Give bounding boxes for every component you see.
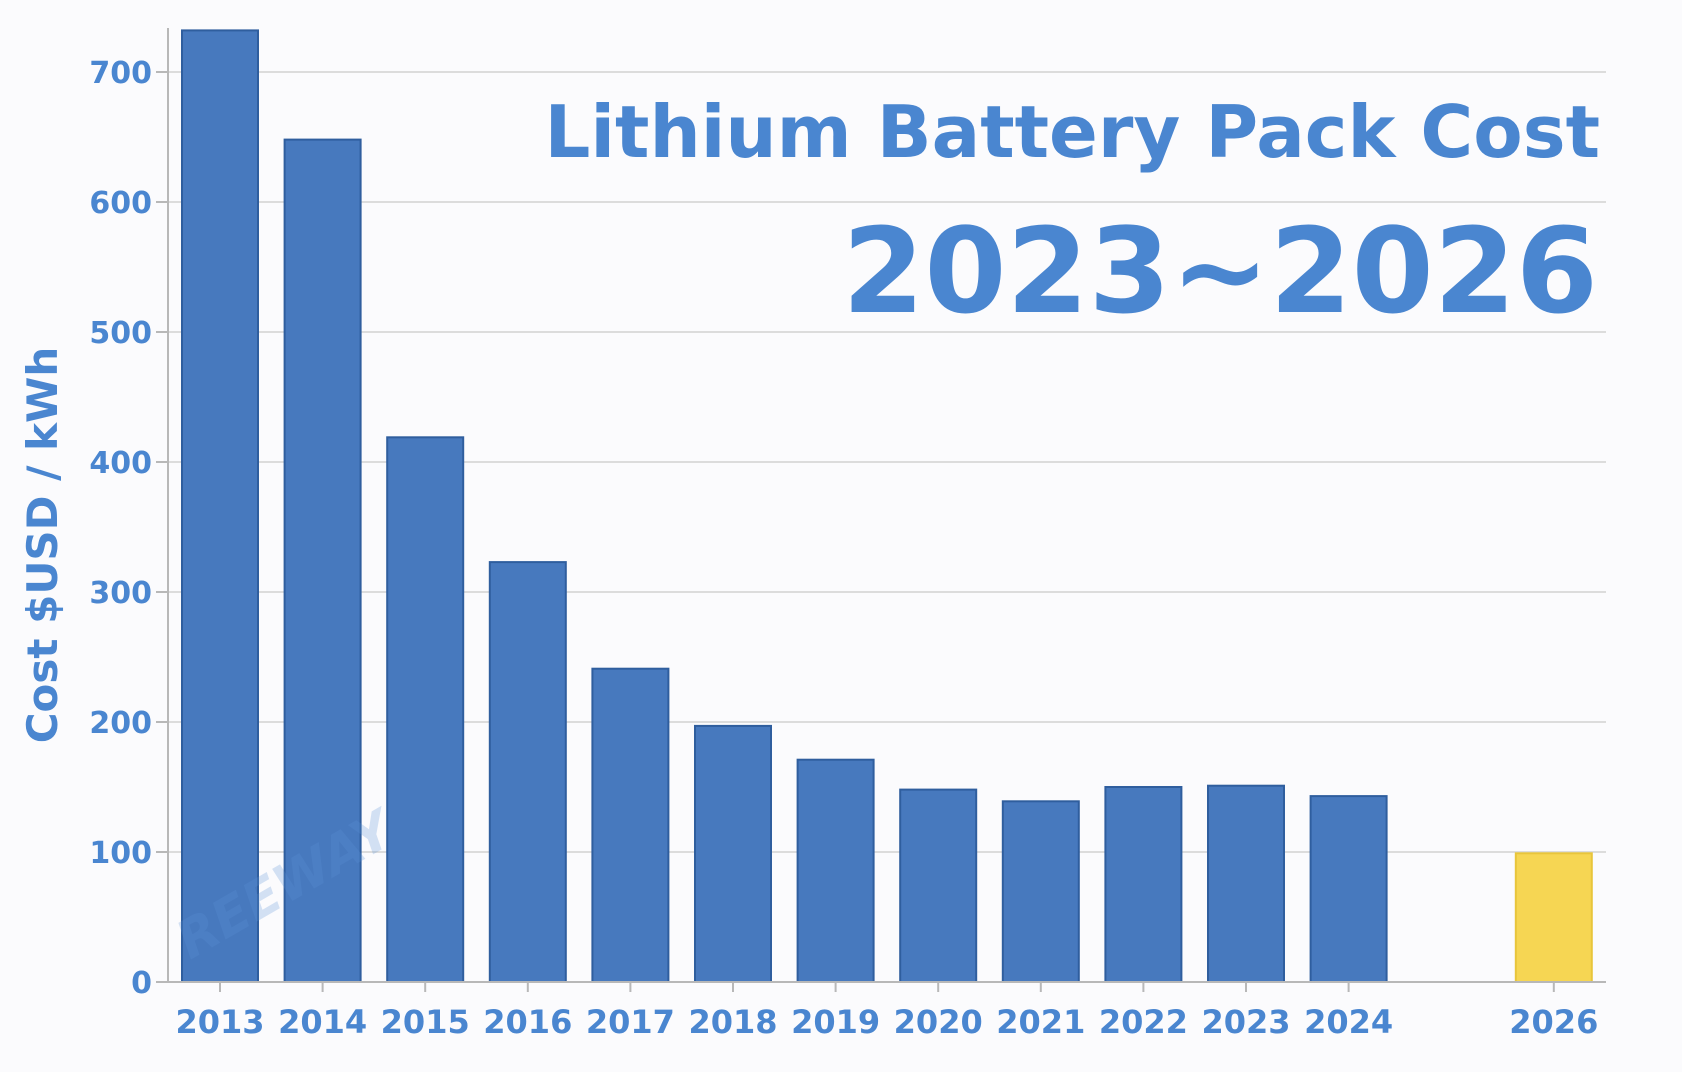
- bar-2018: [694, 724, 772, 984]
- y-tick-label: 200: [89, 706, 152, 741]
- y-tick-label: 500: [89, 316, 152, 351]
- chart-subtitle: 2023~2026: [842, 202, 1598, 340]
- x-tick-label: 2024: [1304, 1003, 1393, 1041]
- chart-title: Lithium Battery Pack Cost: [544, 90, 1600, 174]
- bar-2014: [283, 138, 362, 984]
- bar-2015: [386, 436, 465, 983]
- bar-2016: [488, 561, 567, 983]
- bars: [181, 29, 1593, 984]
- bar-2024: [1309, 795, 1388, 983]
- bar-2017: [591, 667, 670, 983]
- x-tick-label: 2014: [278, 1003, 367, 1041]
- x-tick-label: 2021: [996, 1003, 1085, 1041]
- bar-2021: [1001, 800, 1080, 983]
- x-tick-label: 2022: [1099, 1003, 1188, 1041]
- gridlines: [168, 71, 1606, 853]
- x-tick-label: 2026: [1509, 1003, 1598, 1041]
- x-tick-label: 2016: [483, 1003, 572, 1041]
- x-tick-label: 2020: [894, 1003, 983, 1041]
- x-tick-label: 2015: [381, 1003, 470, 1041]
- bar-2022: [1104, 786, 1183, 983]
- x-tick-label: 2018: [688, 1003, 777, 1041]
- bar-2026: [1514, 852, 1593, 983]
- bar-2019: [796, 758, 875, 984]
- x-tick-label: 2023: [1201, 1003, 1290, 1041]
- x-tick-label: 2013: [175, 1003, 264, 1041]
- x-tick-label: 2017: [586, 1003, 675, 1041]
- y-tick-label: 100: [89, 836, 152, 871]
- y-tick-label: 600: [89, 186, 152, 221]
- bar-2023: [1207, 784, 1285, 984]
- labels: 0 100 200 300 400 500 600 700 2013 2014 2015 2016 20…: [89, 56, 1598, 1041]
- y-tick-label: 700: [89, 56, 152, 91]
- x-tick-label: 2019: [791, 1003, 880, 1041]
- bar-2020: [899, 788, 978, 983]
- bar-2013: [181, 29, 259, 983]
- y-tick-label: 400: [89, 446, 152, 481]
- axes: [156, 28, 1606, 992]
- y-axis-title: Cost $USD / kWh: [18, 347, 67, 744]
- y-tick-label: 300: [89, 576, 152, 611]
- y-tick-label: 0: [131, 966, 152, 1001]
